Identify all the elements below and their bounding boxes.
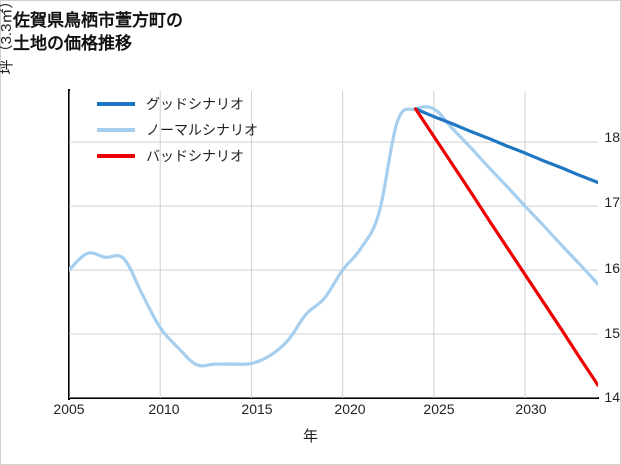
y-tick-label: 17 [604,194,620,210]
x-tick-label: 2015 [241,401,273,417]
x-tick-label: 2025 [423,401,455,417]
x-axis-spine [68,397,599,399]
x-tick-label: 2030 [515,401,547,417]
x-axis-label: 年 [302,428,318,445]
series-line-bad [413,107,598,387]
legend-label-bad: バッドシナリオ [146,148,244,164]
legend-label-normal: ノーマルシナリオ [146,122,258,138]
y-tick-label: 16 [604,260,620,276]
page-title: 佐賀県鳥栖市萱方町の 土地の価格推移 [13,11,183,54]
legend-item-bad[interactable]: バッドシナリオ [97,145,258,167]
x-tick-label: 2020 [334,401,366,417]
legend-item-good[interactable]: グッドシナリオ [97,93,258,115]
y-axis-label: 坪（3.3㎡）単価（万円） [0,0,16,119]
y-tick-label: 18 [604,129,620,145]
legend-label-good: グッドシナリオ [146,96,244,112]
legend-swatch-good [97,102,135,106]
legend-item-normal[interactable]: ノーマルシナリオ [97,119,258,141]
series-line-normal [69,105,598,368]
y-tick-label: 14 [604,389,620,405]
series-line-good [413,107,598,185]
y-tick-label: 15 [604,325,620,341]
chart-legend: グッドシナリオ ノーマルシナリオ バッドシナリオ [97,93,258,171]
x-tick-label: 2010 [148,401,180,417]
x-tick-label: 2005 [53,401,85,417]
plot-area [69,91,598,398]
legend-swatch-normal [97,128,135,132]
legend-swatch-bad [97,154,135,158]
chart-canvas [69,91,598,398]
